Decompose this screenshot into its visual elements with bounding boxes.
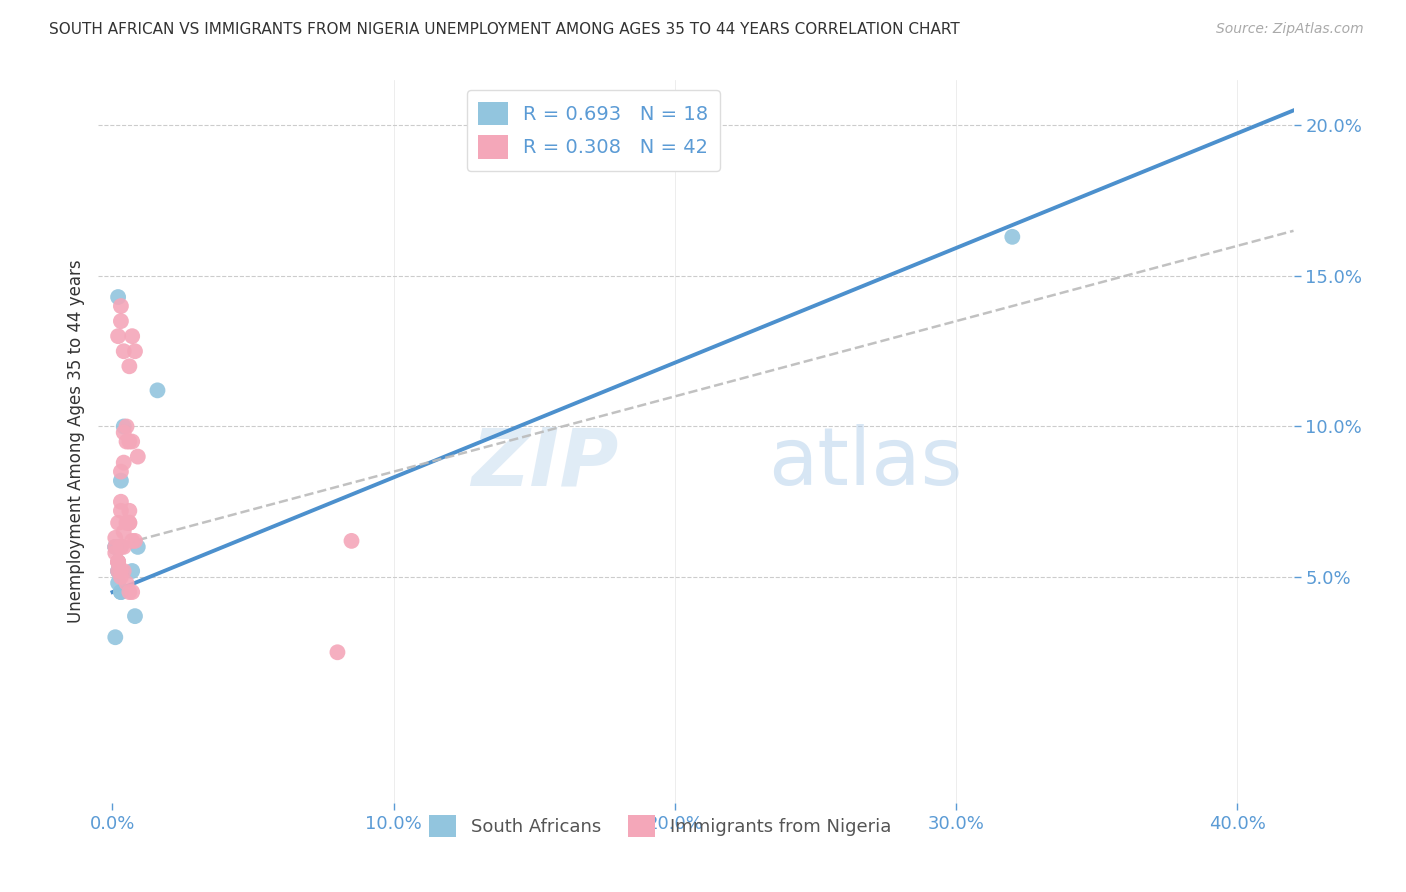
Point	[110, 585, 132, 599]
Point	[107, 555, 129, 569]
Point	[110, 585, 132, 599]
Point	[104, 531, 127, 545]
Y-axis label: Unemployment Among Ages 35 to 44 years: Unemployment Among Ages 35 to 44 years	[66, 260, 84, 624]
Point	[107, 290, 129, 304]
Point	[104, 630, 127, 644]
Point	[127, 450, 149, 464]
Point	[104, 540, 127, 554]
Point	[110, 494, 132, 508]
Point	[110, 299, 132, 313]
Point	[110, 465, 132, 479]
Point	[112, 419, 135, 434]
Point	[1001, 229, 1024, 244]
Point	[124, 533, 146, 548]
Point	[107, 564, 129, 578]
Text: Source: ZipAtlas.com: Source: ZipAtlas.com	[1216, 22, 1364, 37]
Point	[146, 384, 169, 398]
Point	[326, 645, 349, 659]
Point	[340, 533, 363, 548]
Point	[118, 585, 141, 599]
Point	[104, 540, 127, 554]
Point	[121, 329, 143, 343]
Point	[112, 564, 135, 578]
Point	[115, 516, 138, 530]
Text: SOUTH AFRICAN VS IMMIGRANTS FROM NIGERIA UNEMPLOYMENT AMONG AGES 35 TO 44 YEARS : SOUTH AFRICAN VS IMMIGRANTS FROM NIGERIA…	[49, 22, 960, 37]
Point	[104, 546, 127, 560]
Point	[107, 516, 129, 530]
Point	[110, 540, 132, 554]
Point	[115, 434, 138, 449]
Point	[121, 533, 143, 548]
Point	[118, 516, 141, 530]
Point	[121, 434, 143, 449]
Point	[107, 555, 129, 569]
Point	[112, 524, 135, 539]
Point	[110, 570, 132, 584]
Point	[110, 474, 132, 488]
Point	[112, 456, 135, 470]
Point	[112, 540, 135, 554]
Point	[110, 564, 132, 578]
Point	[127, 540, 149, 554]
Point	[115, 576, 138, 591]
Point	[104, 540, 127, 554]
Point	[107, 564, 129, 578]
Point	[124, 609, 146, 624]
Point	[107, 329, 129, 343]
Point	[110, 540, 132, 554]
Point	[107, 555, 129, 569]
Point	[107, 576, 129, 591]
Point	[118, 504, 141, 518]
Point	[112, 344, 135, 359]
Point	[115, 419, 138, 434]
Point	[118, 434, 141, 449]
Point	[110, 504, 132, 518]
Point	[112, 425, 135, 440]
Point	[118, 359, 141, 374]
Point	[118, 516, 141, 530]
Point	[121, 585, 143, 599]
Point	[124, 344, 146, 359]
Text: atlas: atlas	[768, 425, 962, 502]
Legend: South Africans, Immigrants from Nigeria: South Africans, Immigrants from Nigeria	[422, 808, 898, 845]
Point	[121, 564, 143, 578]
Point	[107, 564, 129, 578]
Point	[107, 555, 129, 569]
Text: ZIP: ZIP	[471, 425, 619, 502]
Point	[110, 314, 132, 328]
